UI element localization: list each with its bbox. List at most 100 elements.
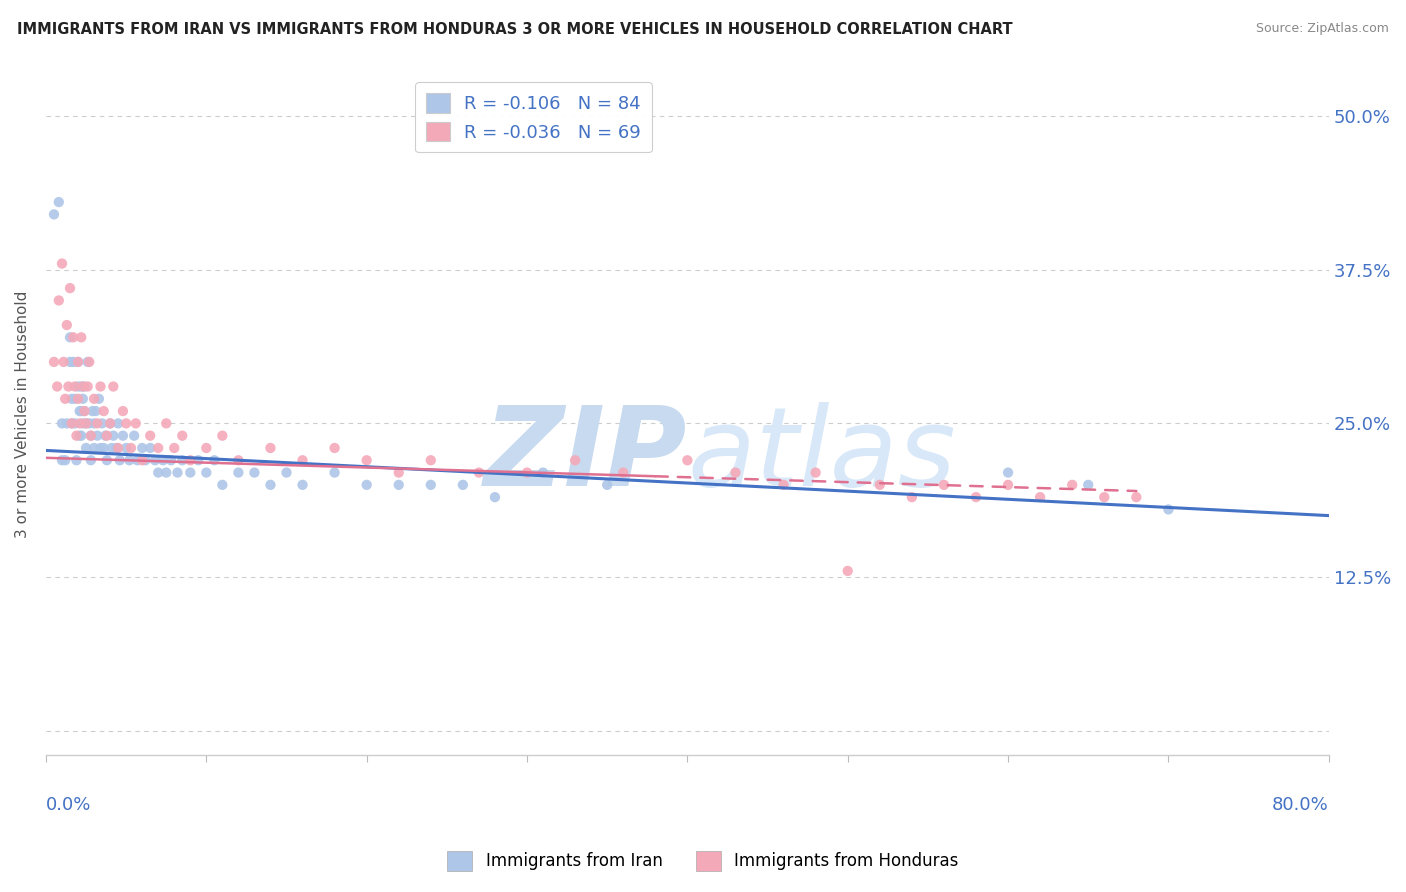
Point <box>1029 490 1052 504</box>
Point <box>72 417 94 431</box>
Point <box>70 330 93 344</box>
Point <box>997 466 1019 480</box>
Point <box>148 441 170 455</box>
Point <box>86 428 108 442</box>
Point <box>276 466 298 480</box>
Point <box>108 453 131 467</box>
Point <box>179 453 201 467</box>
Point <box>259 441 281 455</box>
Point <box>179 466 201 480</box>
Point <box>155 466 177 480</box>
Point <box>724 466 747 480</box>
Point <box>163 441 186 455</box>
Point <box>419 478 441 492</box>
Point <box>1125 490 1147 504</box>
Point <box>56 318 79 332</box>
Point <box>243 466 266 480</box>
Point <box>77 355 100 369</box>
Point <box>468 466 491 480</box>
Point <box>323 466 346 480</box>
Point <box>103 379 125 393</box>
Y-axis label: 3 or more Vehicles in Household: 3 or more Vehicles in Household <box>15 291 30 538</box>
Point <box>1062 478 1084 492</box>
Point <box>139 441 162 455</box>
Point <box>195 466 218 480</box>
Point <box>42 207 65 221</box>
Legend: Immigrants from Iran, Immigrants from Honduras: Immigrants from Iran, Immigrants from Ho… <box>439 842 967 880</box>
Point <box>73 379 96 393</box>
Point <box>59 355 82 369</box>
Text: IMMIGRANTS FROM IRAN VS IMMIGRANTS FROM HONDURAS 3 OR MORE VEHICLES IN HOUSEHOLD: IMMIGRANTS FROM IRAN VS IMMIGRANTS FROM … <box>17 22 1012 37</box>
Point <box>202 453 225 467</box>
Point <box>93 441 115 455</box>
Point <box>70 379 93 393</box>
Point <box>89 379 111 393</box>
Point <box>89 441 111 455</box>
Point <box>259 478 281 492</box>
Point <box>82 404 104 418</box>
Point <box>837 564 859 578</box>
Point <box>131 441 153 455</box>
Point <box>48 195 70 210</box>
Point <box>997 478 1019 492</box>
Point <box>195 441 218 455</box>
Point <box>94 428 117 442</box>
Point <box>48 293 70 308</box>
Point <box>160 453 183 467</box>
Point <box>93 404 115 418</box>
Point <box>172 428 194 442</box>
Point <box>75 417 97 431</box>
Point <box>100 441 122 455</box>
Point <box>356 478 378 492</box>
Point <box>96 453 118 467</box>
Text: 0.0%: 0.0% <box>46 797 91 814</box>
Point <box>122 428 145 442</box>
Point <box>76 355 98 369</box>
Point <box>80 428 103 442</box>
Point <box>70 404 93 418</box>
Point <box>166 466 188 480</box>
Text: atlas: atlas <box>688 401 956 508</box>
Point <box>46 379 69 393</box>
Point <box>80 453 103 467</box>
Point <box>65 453 87 467</box>
Point <box>63 417 86 431</box>
Point <box>67 392 90 406</box>
Point <box>96 428 118 442</box>
Point <box>65 428 87 442</box>
Point <box>51 256 73 270</box>
Point <box>676 453 699 467</box>
Point <box>125 417 148 431</box>
Point <box>111 404 134 418</box>
Point <box>965 490 987 504</box>
Point <box>91 417 114 431</box>
Point <box>69 417 91 431</box>
Point <box>76 379 98 393</box>
Point <box>60 417 83 431</box>
Text: 80.0%: 80.0% <box>1272 797 1329 814</box>
Point <box>69 428 91 442</box>
Point <box>115 417 138 431</box>
Point <box>63 392 86 406</box>
Point <box>118 453 141 467</box>
Point <box>67 355 90 369</box>
Point <box>73 404 96 418</box>
Point <box>103 428 125 442</box>
Point <box>83 441 105 455</box>
Point <box>187 453 209 467</box>
Point <box>772 478 794 492</box>
Legend: R = -0.106   N = 84, R = -0.036   N = 69: R = -0.106 N = 84, R = -0.036 N = 69 <box>415 82 651 153</box>
Text: Source: ZipAtlas.com: Source: ZipAtlas.com <box>1256 22 1389 36</box>
Point <box>228 453 250 467</box>
Point <box>58 379 80 393</box>
Point <box>69 404 91 418</box>
Point <box>84 404 107 418</box>
Point <box>105 441 128 455</box>
Point <box>451 478 474 492</box>
Point <box>59 281 82 295</box>
Point <box>596 478 619 492</box>
Point <box>63 379 86 393</box>
Point <box>51 453 73 467</box>
Point <box>59 330 82 344</box>
Point <box>62 330 84 344</box>
